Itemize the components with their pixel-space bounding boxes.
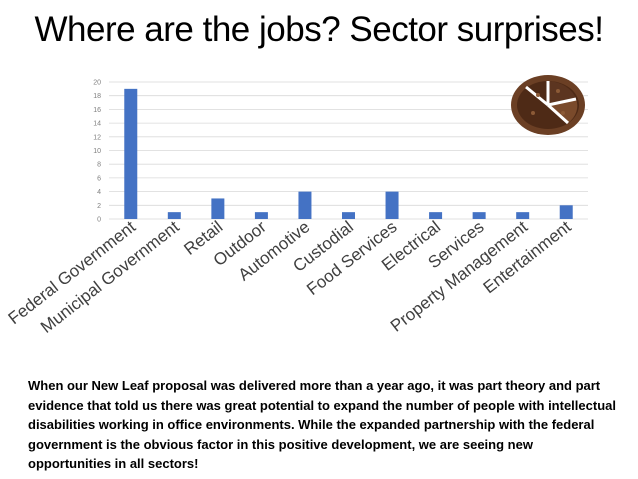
y-tick-label: 0	[97, 217, 101, 224]
bar	[167, 212, 181, 219]
body-paragraph: When our New Leaf proposal was delivered…	[28, 378, 616, 471]
y-tick-label: 18	[93, 93, 101, 100]
y-tick-label: 16	[93, 107, 101, 114]
bar	[385, 191, 399, 219]
bar	[254, 212, 268, 219]
y-tick-label: 6	[97, 175, 101, 182]
y-tick-label: 8	[97, 162, 101, 169]
bar	[559, 205, 573, 219]
bar	[429, 212, 443, 219]
chart-gridlines	[109, 81, 588, 220]
chart-bars	[124, 88, 573, 219]
y-axis-tick-labels: 0 2 4 6 8 10 12 14 16 18 20	[93, 80, 101, 224]
bar	[342, 212, 355, 219]
bar	[211, 198, 225, 219]
y-tick-label: 2	[97, 203, 101, 210]
y-tick-label: 20	[93, 80, 101, 87]
bar	[298, 191, 312, 219]
y-tick-label: 10	[93, 148, 101, 155]
slide-title: Where are the jobs? Sector surprises!	[34, 10, 604, 49]
bar	[472, 212, 486, 219]
y-tick-label: 12	[93, 134, 101, 141]
y-tick-label: 14	[93, 121, 101, 128]
pie-chart-made-of-coffee-beans-icon	[511, 75, 585, 135]
y-tick-label: 4	[97, 189, 101, 196]
bar	[124, 88, 138, 219]
bar	[516, 212, 530, 219]
